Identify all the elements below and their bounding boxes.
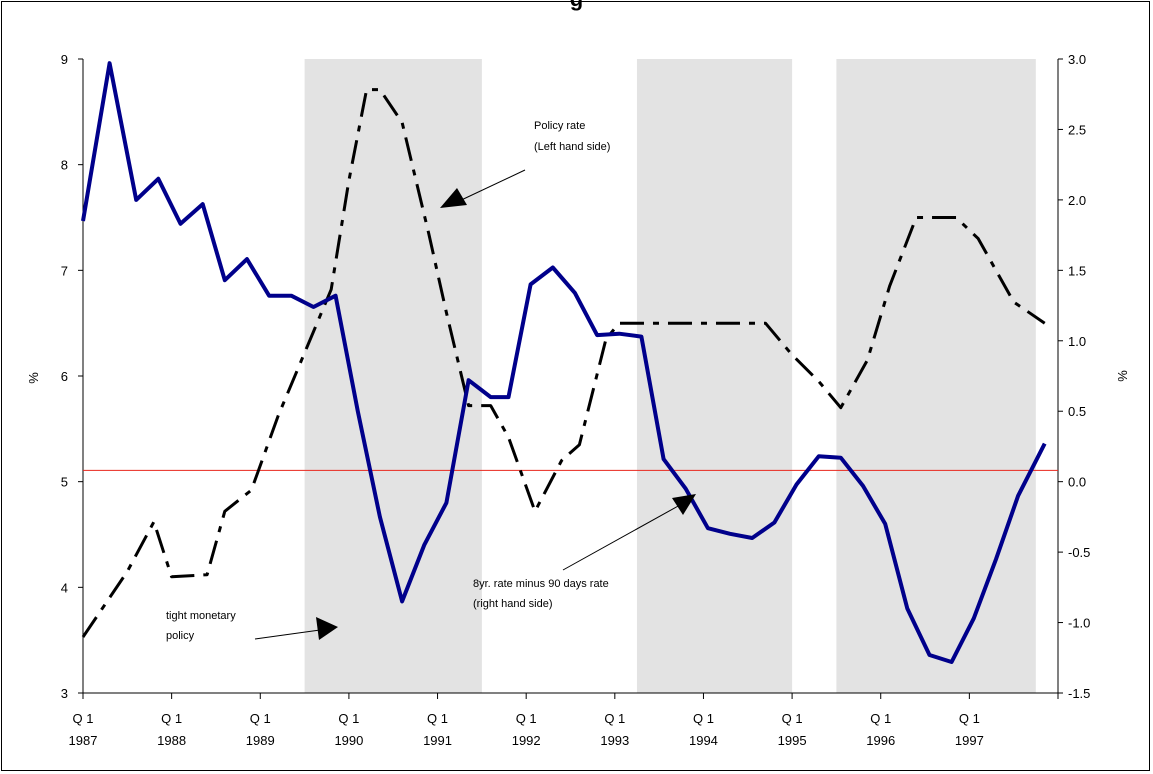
right-tick-label: 3.0 [1068,52,1086,67]
yield-spread-line [81,61,1047,664]
x-tick-label-year: 1994 [689,733,718,748]
shaded-period-1 [304,59,482,693]
right-tick-label: -1.5 [1068,686,1090,701]
x-tick-label-quarter: Q 1 [693,711,714,726]
left-tick-label: 4 [61,580,68,595]
annotation-tight-policy-arrow-line [254,629,321,640]
annotation-tight-policy-arrowhead [316,617,338,640]
left-axis-title: % [26,372,41,384]
right-tick-label: -1.0 [1068,616,1090,631]
left-tick-label: 3 [61,686,68,701]
x-tick-label-year: 1992 [512,733,541,748]
series-lines [81,61,1047,664]
x-tick-label-year: 1987 [69,733,98,748]
shaded-periods [304,59,1036,693]
x-tick-label-year: 1989 [246,733,275,748]
right-axis-title: % [1115,370,1130,382]
right-tick-label: 1.5 [1068,263,1086,278]
right-tick-label: 2.0 [1068,193,1086,208]
x-tick-label-quarter: Q 1 [427,711,448,726]
chart-title: g [0,0,1153,12]
annotation-spread-arrow-line [562,504,681,571]
policy-rate-line [81,88,1046,638]
axes [82,59,1059,694]
shaded-period-3 [836,59,1036,693]
right-tick-label: 1.0 [1068,334,1086,349]
annotation-spread-arrowhead [672,494,696,515]
right-tick-label: 2.5 [1068,122,1086,137]
x-tick-label-quarter: Q 1 [338,711,359,726]
x-tick-label-quarter: Q 1 [161,711,182,726]
x-tick-label-year: 1991 [423,733,452,748]
annotation-policy-rate-line1: Policy rate [534,120,585,132]
right-tick-label: 0.5 [1068,404,1086,419]
left-tick-label: 5 [61,475,68,490]
x-tick-label-quarter: Q 1 [604,711,625,726]
axis-ticks [78,58,1063,699]
annotation-policy-rate-line2: (Left hand side) [534,141,610,153]
shaded-period-2 [636,59,793,693]
right-tick-label: 0.0 [1068,475,1086,490]
x-tick-label-year: 1997 [955,733,984,748]
annotation-tight-policy-line1: tight monetary [166,610,236,622]
right-tick-label: -0.5 [1068,545,1090,560]
x-tick-label-year: 1995 [778,733,807,748]
tick-labels: 3 4 5 6 7 8 9 -1.5 -1.0 -0.5 0.0 0.5 1.0 1.5 2.0 2.5 3.0… [26,52,1130,748]
left-tick-label: 9 [61,52,68,67]
annotation-tight-policy-line2: policy [166,630,195,642]
x-tick-label-quarter: Q 1 [250,711,271,726]
annotation-spread-line1: 8yr. rate minus 90 days rate [473,578,609,590]
left-tick-label: 6 [61,369,68,384]
x-tick-label-year: 1993 [600,733,629,748]
x-tick-label-quarter: Q 1 [959,711,980,726]
x-tick-label-year: 1990 [334,733,363,748]
x-tick-label-quarter: Q 1 [516,711,537,726]
x-tick-label-year: 1988 [157,733,186,748]
left-tick-label: 7 [61,263,68,278]
x-tick-label-quarter: Q 1 [73,711,94,726]
x-tick-label-year: 1996 [866,733,895,748]
x-tick-label-quarter: Q 1 [782,711,803,726]
annotation-policy-rate-arrowhead [440,188,467,208]
left-tick-label: 8 [61,158,68,173]
x-tick-label-quarter: Q 1 [870,711,891,726]
annotation-spread-line2: (right hand side) [473,598,553,610]
annotation-policy-rate-arrow-line [454,169,526,204]
annotations: Policy rate (Left hand side) 8yr. rate m… [166,120,696,642]
